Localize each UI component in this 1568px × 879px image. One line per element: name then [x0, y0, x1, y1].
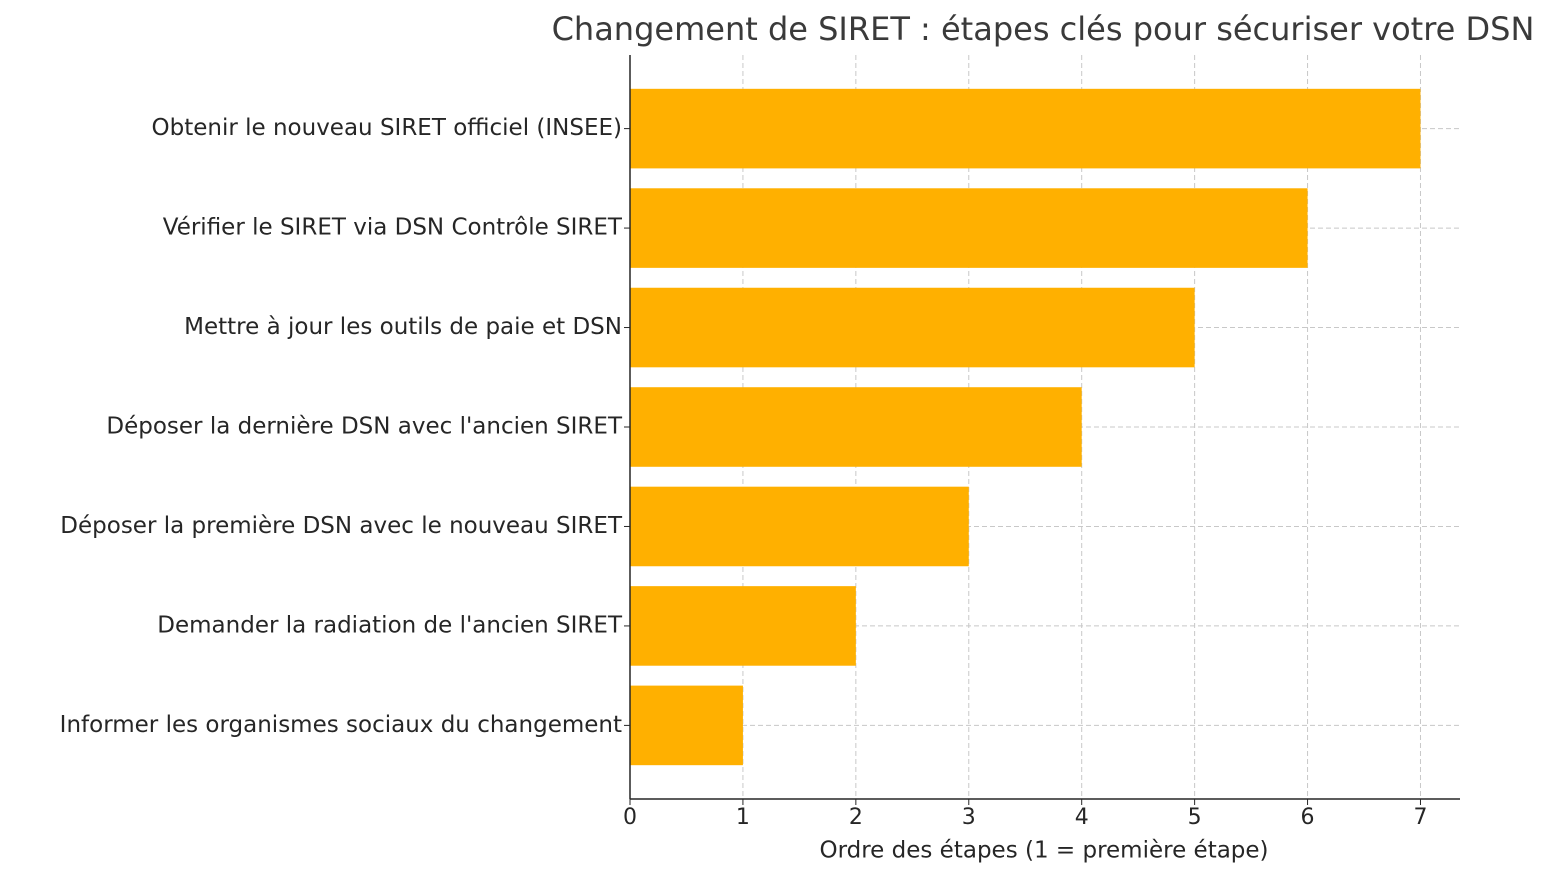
x-tick-label: 5	[1188, 805, 1202, 830]
x-tick-label: 1	[736, 805, 750, 830]
y-tick-label: Obtenir le nouveau SIRET officiel (INSEE…	[152, 115, 622, 141]
bar	[630, 188, 1308, 268]
bar	[630, 287, 1195, 368]
y-tick-label: Informer les organismes sociaux du chang…	[60, 712, 622, 738]
bar	[630, 387, 1082, 467]
bar	[630, 88, 1421, 169]
bar	[630, 586, 856, 666]
bar	[630, 685, 743, 766]
x-tick-label: 3	[962, 805, 976, 830]
chart-title: Changement de SIRET : étapes clés pour s…	[552, 10, 1535, 48]
y-tick-label: Vérifier le SIRET via DSN Contrôle SIRET	[163, 215, 623, 241]
y-tick-label: Mettre à jour les outils de paie et DSN	[184, 314, 622, 340]
x-tick-label: 7	[1413, 805, 1427, 830]
x-tick-label: 2	[849, 805, 863, 830]
x-axis-label: Ordre des étapes (1 = première étape)	[819, 838, 1268, 864]
bar	[630, 486, 969, 567]
y-tick-label: Déposer la dernière DSN avec l'ancien SI…	[106, 414, 623, 440]
y-tick-label: Déposer la première DSN avec le nouveau …	[60, 513, 623, 539]
x-tick-label: 0	[623, 805, 637, 830]
x-tick-label: 6	[1301, 805, 1315, 830]
x-tick-label: 4	[1075, 805, 1089, 830]
y-tick-label: Demander la radiation de l'ancien SIRET	[157, 612, 623, 638]
